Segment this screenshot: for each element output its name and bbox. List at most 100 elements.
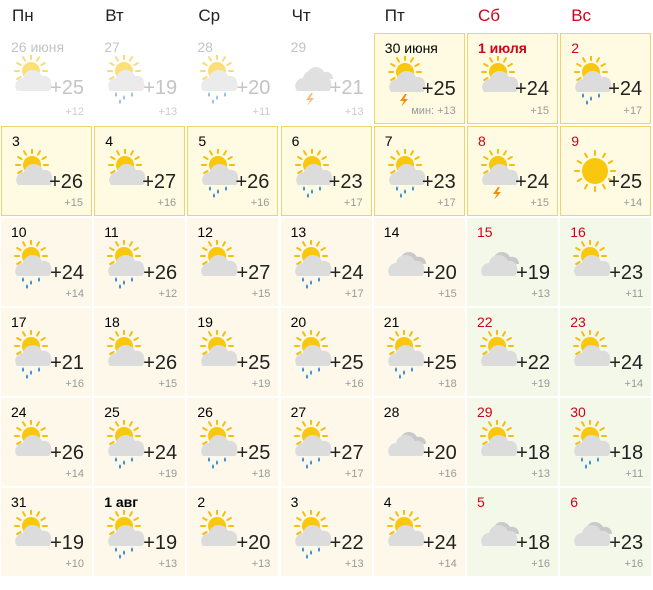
day-temperature: +24 xyxy=(608,78,643,100)
weather-icon xyxy=(200,510,238,546)
day-cell: 31 +19 +10 xyxy=(1,488,92,576)
day-cell: 26 +25 +18 xyxy=(187,398,279,486)
day-cell: 1 авг +19 +13 xyxy=(94,488,186,576)
date-label: 4 xyxy=(105,133,113,149)
weather-icon xyxy=(573,240,611,276)
date-label: 6 xyxy=(291,133,300,149)
day-temperature: +19 xyxy=(50,532,84,554)
day-temperature: +18 xyxy=(609,442,644,464)
day-cell: 30 июня +25 мин: +13 xyxy=(373,33,465,124)
weather-icon xyxy=(387,56,426,106)
day-cell: 4 +27 +16 xyxy=(94,126,186,216)
day-cell: 28 +20 +16 xyxy=(373,398,465,486)
night-temperature: +13 xyxy=(531,288,550,300)
date-label: 25 xyxy=(104,404,120,420)
date-label: 14 xyxy=(383,224,400,240)
day-temperature: +20 xyxy=(422,442,457,464)
night-temperature: +15 xyxy=(530,197,549,209)
day-cell: 12 +27 +15 xyxy=(187,218,279,306)
night-temperature: +13 xyxy=(344,106,364,118)
weather-icon xyxy=(293,420,332,469)
day-temperature: +26 xyxy=(49,171,83,193)
date-label: 2 xyxy=(197,494,206,510)
weather-icon xyxy=(574,522,613,546)
day-cell: 1 июля +24 +15 xyxy=(467,33,558,124)
weather-icon xyxy=(107,55,145,104)
day-cell: 11 +26 +12 xyxy=(94,218,186,306)
day-cell: 23 +24 +14 xyxy=(560,308,652,396)
date-label: 15 xyxy=(477,224,493,240)
date-label: 7 xyxy=(384,133,393,149)
weather-icon xyxy=(480,420,518,456)
day-cell: 28 +20 +11 xyxy=(187,33,278,124)
weather-icon xyxy=(574,150,617,192)
day-temperature: +24 xyxy=(609,352,644,374)
day-temperature: +23 xyxy=(609,262,644,284)
weather-icon xyxy=(294,67,333,105)
day-header: Пн xyxy=(12,6,34,25)
day-temperature: +22 xyxy=(516,352,550,374)
day-temperature: +21 xyxy=(329,77,364,99)
date-label: 16 xyxy=(570,224,586,240)
weather-icon xyxy=(201,149,239,198)
date-label: 30 июня xyxy=(384,40,438,56)
day-cell: 15 +19 +13 xyxy=(467,218,558,306)
date-label: 28 xyxy=(383,404,400,420)
weather-icon xyxy=(387,149,426,198)
date-label: 24 xyxy=(11,404,27,420)
night-temperature: +12 xyxy=(65,106,84,118)
day-cell: 5 +18 +16 xyxy=(467,488,558,576)
day-temperature: +26 xyxy=(143,352,178,374)
date-label: 5 xyxy=(477,494,485,510)
day-temperature: +23 xyxy=(421,171,456,193)
date-label: 31 xyxy=(11,494,27,510)
date-label: 3 xyxy=(290,494,299,510)
day-temperature: +24 xyxy=(329,262,364,284)
day-header: Вт xyxy=(105,6,124,25)
night-temperature: +16 xyxy=(624,558,644,570)
date-label: 17 xyxy=(11,314,27,330)
date-label: 26 июня xyxy=(11,39,65,55)
weather-icon xyxy=(388,252,426,276)
night-temperature: +17 xyxy=(623,105,643,117)
day-header: Вс xyxy=(571,6,592,25)
date-label: 8 xyxy=(478,133,486,149)
day-header: Ср xyxy=(198,6,221,25)
day-temperature: +24 xyxy=(422,532,457,554)
night-temperature: +16 xyxy=(250,197,270,209)
day-cell: 6 +23 +16 xyxy=(560,488,652,576)
weather-icon xyxy=(14,55,52,91)
date-label: 30 xyxy=(570,404,586,420)
day-cell: 14 +20 +15 xyxy=(373,218,465,306)
day-cell: 29 +21 +13 xyxy=(281,33,372,124)
date-label: 28 xyxy=(197,39,213,55)
weather-icon xyxy=(481,252,520,276)
day-cell: 7 +23 +17 xyxy=(373,126,465,216)
day-cell: 17 +21 +16 xyxy=(1,308,92,396)
day-temperature: +25 xyxy=(608,171,643,193)
weather-icon xyxy=(481,522,520,546)
weather-icon xyxy=(294,149,333,198)
day-cell: 27 +27 +17 xyxy=(280,398,372,486)
weather-icon xyxy=(107,510,145,559)
weather-icon xyxy=(574,56,612,105)
day-cell: 27 +19 +13 xyxy=(94,33,185,124)
day-temperature: +25 xyxy=(421,78,456,100)
day-cell: 18 +26 +15 xyxy=(94,308,186,396)
night-temperature: +15 xyxy=(251,288,271,300)
day-temperature: +27 xyxy=(142,171,177,193)
night-temperature: +19 xyxy=(251,378,271,390)
weather-icon xyxy=(480,330,518,366)
date-label: 26 xyxy=(197,404,213,420)
day-temperature: +26 xyxy=(235,171,270,193)
day-temperature: +19 xyxy=(143,77,178,99)
night-temperature: +10 xyxy=(65,558,84,570)
weather-icon xyxy=(14,330,52,379)
day-cell: 19 +25 +19 xyxy=(187,308,279,396)
weather-icon xyxy=(386,510,425,546)
date-label: 10 xyxy=(11,224,27,240)
night-temperature: +15 xyxy=(158,378,178,390)
weather-icon xyxy=(481,149,519,199)
day-temperature: +18 xyxy=(516,442,550,464)
day-temperature: +18 xyxy=(516,532,550,554)
